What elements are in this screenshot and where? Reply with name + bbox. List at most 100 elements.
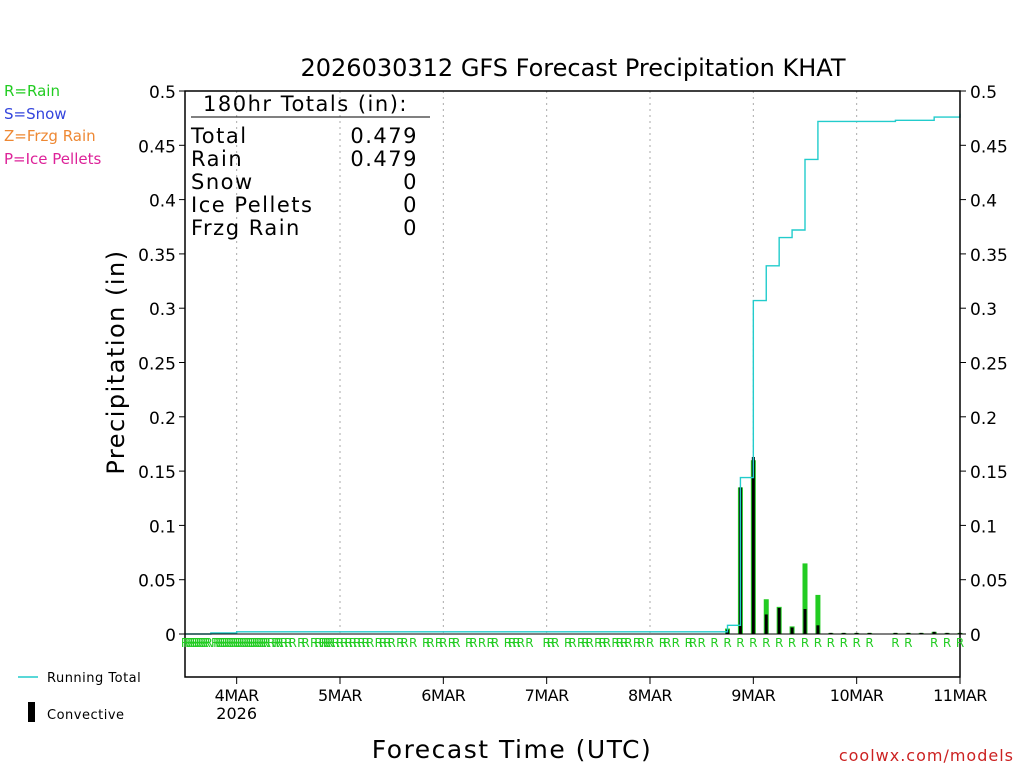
precip-type-marker: R bbox=[400, 636, 408, 650]
precip-type-marker: R bbox=[620, 636, 628, 650]
precip-type-marker: R bbox=[814, 636, 822, 650]
totals-label-frzg-rain: Frzg Rain bbox=[191, 216, 301, 240]
precip-type-marker: R bbox=[409, 636, 417, 650]
y-tick-label-right: 0 bbox=[970, 626, 981, 646]
precip-type-marker: R bbox=[332, 636, 340, 650]
precip-type-marker: R bbox=[235, 636, 243, 650]
x-tick-label: 8MAR bbox=[628, 686, 672, 705]
legend-snow-text: S=Snow bbox=[4, 105, 67, 123]
precip-type-marker: R bbox=[504, 636, 512, 650]
precip-type-marker: R bbox=[435, 636, 443, 650]
precip-type-marker: R bbox=[185, 636, 193, 650]
precip-type-marker: R bbox=[260, 636, 268, 650]
precip-type-marker: R bbox=[594, 636, 602, 650]
precip-type-marker: R bbox=[646, 636, 654, 650]
convective-bar bbox=[816, 625, 820, 634]
precip-type-legend: R=Rain S=Snow Z=Frzg Rain P=Ice Pellets bbox=[4, 82, 101, 168]
precip-type-marker: R bbox=[439, 636, 447, 650]
y-tick-label-right: 0.05 bbox=[970, 572, 1008, 592]
x-tick-label: 11MAR bbox=[933, 686, 987, 705]
precip-type-marker: R bbox=[228, 636, 236, 650]
convective-bar bbox=[855, 632, 859, 634]
precip-type-marker: R bbox=[422, 636, 430, 650]
y-tick-label-right: 0.2 bbox=[970, 409, 997, 429]
y-tick-label-left: 0.2 bbox=[149, 409, 176, 429]
convective-bar bbox=[803, 609, 807, 634]
totals-label-ice-pellets: Ice Pellets bbox=[191, 193, 313, 217]
precip-type-marker: R bbox=[827, 636, 835, 650]
totals-value-ice-pellets: 0 bbox=[403, 193, 418, 217]
precip-type-marker: R bbox=[263, 636, 271, 650]
rain-bar bbox=[802, 563, 808, 634]
precip-type-marker: R bbox=[187, 636, 195, 650]
x-tick-label: 6MAR bbox=[421, 686, 465, 705]
precip-type-marker: R bbox=[213, 636, 221, 650]
convective-bar bbox=[919, 632, 923, 634]
x-tick-label: 10MAR bbox=[830, 686, 884, 705]
legend-convective-text: Convective bbox=[47, 708, 125, 723]
precip-type-marker: R bbox=[736, 636, 744, 650]
y-tick-label-right: 0.1 bbox=[970, 517, 997, 537]
precip-type-marker: R bbox=[637, 636, 645, 650]
precip-type-marker: R bbox=[239, 636, 247, 650]
precip-type-marker: R bbox=[222, 636, 230, 650]
y-tick-label-right: 0.5 bbox=[970, 83, 997, 103]
legend-rain-text: R=Rain bbox=[4, 82, 60, 100]
totals-value-rain: 0.479 bbox=[350, 147, 418, 171]
precip-type-marker: R bbox=[301, 636, 309, 650]
x-tick-label: 5MAR bbox=[318, 686, 362, 705]
precip-type-marker: R bbox=[577, 636, 585, 650]
precip-type-marker: R bbox=[633, 636, 641, 650]
precip-type-marker: R bbox=[465, 636, 473, 650]
precip-type-marker: R bbox=[710, 636, 718, 650]
precip-type-marker: R bbox=[250, 636, 258, 650]
y-axis-label: Precipitation (in) bbox=[102, 249, 130, 474]
precip-type-marker: R bbox=[205, 636, 213, 650]
y-tick-label-left: 0.25 bbox=[138, 355, 176, 375]
y-tick-label-left: 0 bbox=[165, 626, 176, 646]
precip-type-marker: R bbox=[226, 636, 234, 650]
precip-type-marker: R bbox=[448, 636, 456, 650]
precip-type-marker: R bbox=[852, 636, 860, 650]
precip-type-marker: R bbox=[321, 636, 329, 650]
precip-type-marker: R bbox=[956, 636, 964, 650]
precip-type-marker: R bbox=[230, 636, 238, 650]
y-tick-label-left: 0.4 bbox=[149, 192, 176, 212]
legend-convective-swatch bbox=[28, 702, 35, 722]
y-axis-right: 0 0.05 0.1 0.15 0.2 0.25 0.3 0.35 0.4 0.45 0.5 bbox=[960, 83, 1008, 646]
precip-type-marker: R bbox=[943, 636, 951, 650]
precip-type-marker: R bbox=[181, 636, 189, 650]
precip-type-marker: R bbox=[297, 636, 305, 650]
x-axis-label: Forecast Time (UTC) bbox=[372, 735, 652, 764]
precip-type-marker: R bbox=[336, 636, 344, 650]
precip-type-marker: R bbox=[200, 636, 208, 650]
precip-type-marker: R bbox=[183, 636, 191, 650]
totals-heading: 180hr Totals (in): bbox=[203, 92, 408, 116]
convective-bar bbox=[751, 456, 755, 634]
convective-bar bbox=[945, 632, 949, 634]
precip-type-marker: R bbox=[930, 636, 938, 650]
totals-box: 180hr Totals (in): Total 0.479 Rain 0.47… bbox=[190, 92, 430, 240]
y-tick-label-right: 0.35 bbox=[970, 246, 1008, 266]
convective-bar bbox=[829, 632, 833, 634]
precip-type-marker: R bbox=[252, 636, 260, 650]
precip-type-marker: R bbox=[284, 636, 292, 650]
precip-type-marker: R bbox=[314, 636, 322, 650]
precip-type-marker: R bbox=[547, 636, 555, 650]
precip-type-marker: R bbox=[379, 636, 387, 650]
precip-type-marker: R bbox=[211, 636, 219, 650]
convective-bar bbox=[893, 632, 897, 634]
precip-type-marker: R bbox=[344, 636, 352, 650]
precip-type-marker: R bbox=[512, 636, 520, 650]
precip-type-marker: R bbox=[891, 636, 899, 650]
y-tick-label-left: 0.1 bbox=[149, 517, 176, 537]
precip-type-marker: R bbox=[581, 636, 589, 650]
precip-type-marker: R bbox=[659, 636, 667, 650]
precip-type-marker: R bbox=[568, 636, 576, 650]
y-tick-label-right: 0.45 bbox=[970, 137, 1008, 157]
precip-type-marker: R bbox=[375, 636, 383, 650]
precip-type-marker: R bbox=[426, 636, 434, 650]
precip-type-marker: R bbox=[904, 636, 912, 650]
precip-type-marker: R bbox=[469, 636, 477, 650]
